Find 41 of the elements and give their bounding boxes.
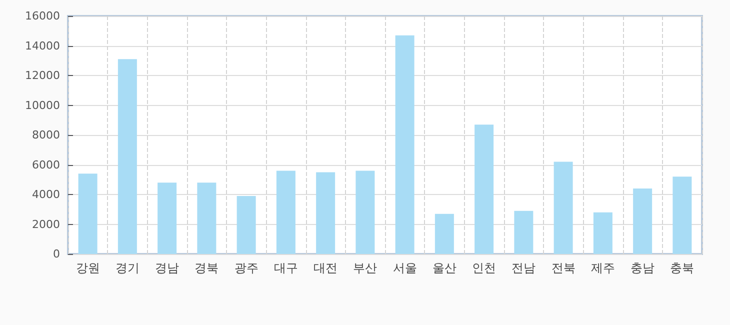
bar [593,212,612,254]
y-tick-label: 14000 [25,39,60,52]
y-tick-label: 2000 [32,218,60,231]
bar [514,210,534,254]
y-tick-label: 8000 [32,128,60,142]
x-tick-label: 전북 [551,261,576,275]
bar [197,182,216,254]
x-tick-label: 경남 [155,261,180,275]
bar [158,182,177,254]
bar [356,170,375,254]
x-tick-label: 대구 [274,261,298,275]
bar [78,174,98,254]
x-tick-label: 충남 [630,261,655,275]
bar [474,124,494,254]
x-tick-label: 부산 [353,261,378,275]
x-tick-label: 강원 [76,261,100,275]
bar [633,188,652,254]
bar [554,162,573,254]
bar [118,59,137,254]
x-tick-label: 광주 [234,261,258,275]
x-tick-label: 제주 [590,261,615,275]
bar [395,35,414,254]
x-tick-label: 인천 [472,261,496,275]
bar [672,176,692,254]
bar [316,172,336,254]
x-tick-label: 경기 [115,261,140,275]
y-tick-label: 12000 [25,69,60,82]
x-tick-label: 대전 [314,261,338,275]
bar [276,170,296,254]
x-tick-label: 서울 [392,261,417,275]
y-tick-label: 6000 [32,158,60,172]
bar [236,196,256,254]
x-tick-label: 울산 [432,261,456,275]
y-tick-label: 0 [53,248,60,260]
x-tick-label: 경북 [194,261,219,275]
y-tick-label: 10000 [25,98,60,112]
x-tick-label: 충북 [670,261,694,275]
x-tick-label: 전남 [512,261,536,275]
y-tick-label: 4000 [32,188,60,201]
bar [434,214,454,254]
y-tick-label: 16000 [25,10,60,22]
